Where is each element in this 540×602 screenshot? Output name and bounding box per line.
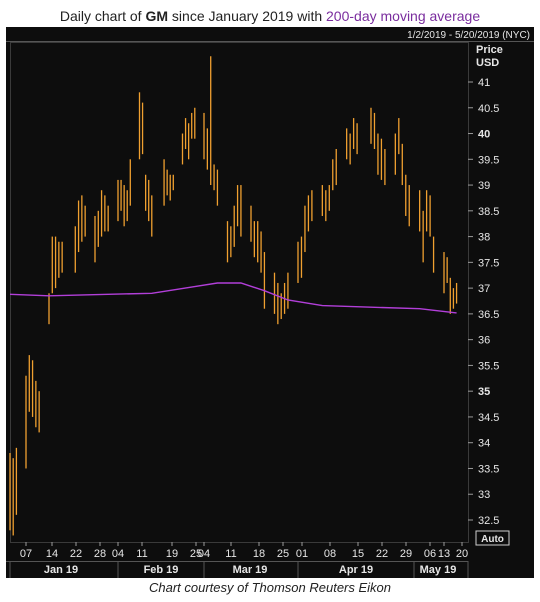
y-axis: 41 40.5 40 39.5 39 38.5 38 37.5 37 36.5 36 35.5 35 34… bbox=[468, 77, 499, 527]
y-tick-label: 33 bbox=[478, 489, 490, 501]
y-tick-label: 34.5 bbox=[478, 412, 499, 424]
y-tick-label: 41 bbox=[478, 77, 490, 89]
x-tick-label: 20 bbox=[456, 548, 468, 560]
price-chart: 1/2/2019 - 5/20/2019 (NYC) Price USD 414… bbox=[6, 27, 534, 578]
x-tick-label: 13 bbox=[438, 548, 450, 560]
x-tick-label: 19 bbox=[166, 548, 178, 560]
y-tick-label: 35 bbox=[478, 386, 490, 398]
moving-average-line bbox=[9, 282, 457, 314]
y-tick-label: 39 bbox=[478, 180, 490, 192]
chart-background bbox=[6, 27, 534, 578]
plot-area bbox=[10, 42, 469, 543]
y-tick-label: 38.5 bbox=[478, 206, 499, 218]
x-tick-label: 22 bbox=[70, 548, 82, 560]
x-tick-label: 11 bbox=[225, 548, 236, 560]
x-tick-label: 15 bbox=[352, 548, 364, 560]
chart-title: Daily chart of GM since January 2019 wit… bbox=[0, 8, 540, 24]
x-tick-label: 28 bbox=[94, 548, 106, 560]
y-tick-label: 36.5 bbox=[478, 309, 499, 321]
y-tick-label: 40.5 bbox=[478, 103, 499, 115]
x-month-label: May 19 bbox=[420, 564, 457, 576]
title-moving-average: 200-day moving average bbox=[326, 8, 481, 24]
y-tick-label: 38 bbox=[478, 232, 490, 244]
x-month-label: Apr 19 bbox=[339, 564, 373, 576]
chart-caption: Chart courtesy of Thomson Reuters Eikon bbox=[148, 580, 392, 595]
x-tick-label: 14 bbox=[46, 548, 58, 560]
x-tick-label: 25 bbox=[277, 548, 289, 560]
x-tick-label: 18 bbox=[253, 548, 265, 560]
date-range-label: 1/2/2019 - 5/20/2019 (NYC) bbox=[407, 30, 530, 41]
y-axis-label-price: Price bbox=[476, 44, 503, 56]
y-tick-label: 33.5 bbox=[478, 463, 499, 475]
x-tick-label: 04 bbox=[198, 548, 210, 560]
y-axis-label-currency: USD bbox=[476, 57, 499, 69]
y-tick-label: 40 bbox=[478, 129, 490, 141]
x-month-label: Mar 19 bbox=[233, 564, 268, 576]
x-tick-label: 11 bbox=[136, 548, 147, 560]
y-tick-label: 36 bbox=[478, 335, 490, 347]
y-tick-label: 37.5 bbox=[478, 257, 499, 269]
x-month-label: Jan 19 bbox=[44, 564, 78, 576]
y-tick-label: 37 bbox=[478, 283, 490, 295]
y-tick-label: 34 bbox=[478, 438, 490, 450]
x-tick-label: 04 bbox=[112, 548, 124, 560]
title-prefix: Daily chart of bbox=[59, 8, 146, 24]
y-tick-label: 32.5 bbox=[478, 515, 499, 527]
x-month-label: Feb 19 bbox=[144, 564, 179, 576]
auto-scale-label: Auto bbox=[481, 534, 504, 545]
x-tick-label: 22 bbox=[376, 548, 388, 560]
x-tick-label: 29 bbox=[400, 548, 412, 560]
price-bars bbox=[9, 56, 458, 536]
y-tick-label: 39.5 bbox=[478, 154, 499, 166]
x-tick-label: 08 bbox=[324, 548, 336, 560]
title-middle: since January 2019 with bbox=[168, 8, 327, 24]
x-tick-label: 06 bbox=[424, 548, 436, 560]
x-tick-label: 07 bbox=[20, 548, 32, 560]
title-ticker: GM bbox=[145, 8, 169, 24]
auto-scale-button[interactable] bbox=[475, 530, 510, 546]
chart-frame: 1/2/2019 - 5/20/2019 (NYC) Price USD 41 4… bbox=[6, 27, 534, 578]
x-tick-label: 01 bbox=[296, 548, 308, 560]
x-tick-label: 25 bbox=[190, 548, 202, 560]
y-tick-label: 35.5 bbox=[478, 360, 499, 372]
